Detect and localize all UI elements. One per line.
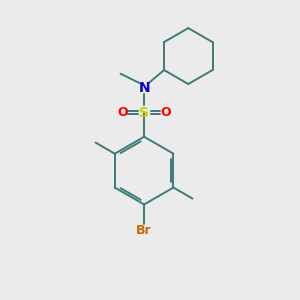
Text: O: O <box>118 106 128 119</box>
Text: N: N <box>138 82 150 95</box>
Text: Br: Br <box>136 224 152 237</box>
Text: S: S <box>139 106 149 120</box>
Text: O: O <box>160 106 171 119</box>
